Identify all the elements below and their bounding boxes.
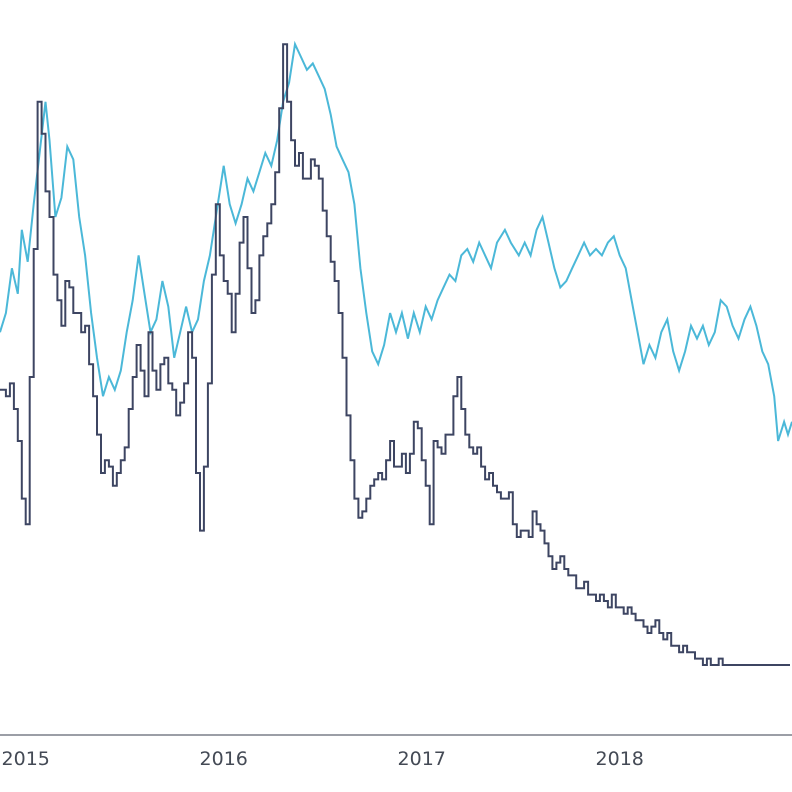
x-tick-label-2017: 2017 bbox=[398, 748, 446, 770]
x-tick-label-2018: 2018 bbox=[596, 748, 644, 770]
series-line-1 bbox=[0, 43, 790, 666]
x-tick-label-2015: 2015 bbox=[2, 748, 50, 770]
series-layer bbox=[0, 40, 792, 666]
x-tick-label-2016: 2016 bbox=[200, 748, 248, 770]
series-line-0 bbox=[0, 40, 792, 442]
x-axis-ticks: 2015 2016 2017 2018 bbox=[2, 748, 644, 770]
